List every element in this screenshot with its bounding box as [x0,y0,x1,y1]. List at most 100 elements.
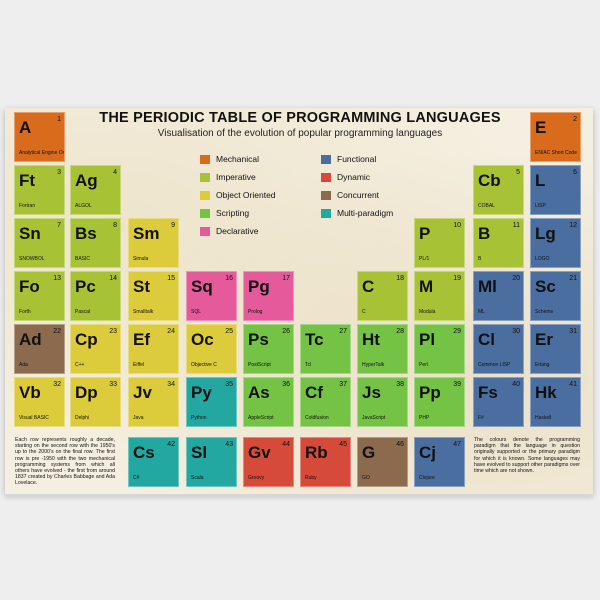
element-symbol: Vb [19,383,41,402]
element-number: 18 [396,275,404,282]
element-cell: 11 B B [473,218,524,268]
element-cell: 46 G GO [357,437,408,487]
element-cell: 26 Ps PostScript [243,324,294,374]
element-cell: 32 Vb Visual BASIC [14,377,65,427]
element-symbol: Lg [535,224,556,243]
element-name: Common LISP [478,362,511,368]
element-cell: 45 Rb Ruby [300,437,351,487]
element-name: ENIAC Short Code [535,150,577,156]
element-name: Haskell [535,415,552,421]
element-name: SQL [191,309,202,315]
element-cell: 20 Ml ML [473,271,524,321]
element-number: 11 [512,222,520,229]
element-cell: 38 Js JavaScript [357,377,408,427]
element-cell: 18 C C [357,271,408,321]
element-cell: 34 Jv Java [128,377,179,427]
element-number: 26 [282,328,290,335]
element-name: Ada [19,362,28,368]
element-cell: 3 Ft Fortran [14,165,65,215]
element-symbol: Ag [75,171,98,190]
element-cell: 30 Cl Common LISP [473,324,524,374]
element-number: 1 [57,116,61,123]
element-number: 40 [512,381,520,388]
element-name: C++ [75,362,85,368]
element-name: Python [191,415,207,421]
element-name: HyperTalk [362,362,385,368]
element-name: Modula [419,309,436,315]
element-symbol: E [535,118,547,137]
legend-label: Imperative [216,172,256,182]
element-name: PL/1 [419,256,430,262]
element-number: 47 [453,441,461,448]
element-cell: 44 Gv Groovy [243,437,294,487]
element-name: PHP [419,415,430,421]
element-name: Java [133,415,144,421]
row-explanation-note: Each row represents roughly a decade, st… [15,437,115,487]
element-cell: 35 Py Python [186,377,237,427]
element-name: ALGOL [75,203,92,209]
element-cell: 40 Fs F# [473,377,524,427]
element-cell: 25 Oc Objective C [186,324,237,374]
legend-swatch [200,173,210,182]
element-cell: 23 Cp C++ [70,324,121,374]
element-symbol: Er [535,330,553,349]
element-number: 5 [516,169,520,176]
element-symbol: Bs [75,224,97,243]
element-name: F# [478,415,484,421]
element-number: 41 [569,381,577,388]
element-number: 23 [109,328,117,335]
colour-explanation-note: The colours denote the programming parad… [474,437,580,475]
element-name: B [478,256,482,262]
element-number: 25 [225,328,233,335]
legend-swatch [321,155,331,164]
element-name: Delphi [75,415,90,421]
element-name: Eiffel [133,362,145,368]
element-number: 42 [167,441,175,448]
element-cell: 37 Cf Coldfusion [300,377,351,427]
element-symbol: Sn [19,224,41,243]
element-name: Perl [419,362,428,368]
element-cell: 14 Pc Pascal [70,271,121,321]
element-number: 33 [109,381,117,388]
element-cell: 4 Ag ALGOL [70,165,121,215]
element-name: Visual BASIC [19,415,49,421]
element-symbol: Py [191,383,212,402]
element-symbol: Hk [535,383,557,402]
element-symbol: Ef [133,330,150,349]
element-name: PostScript [248,362,271,368]
legend-label: Declarative [216,226,259,236]
element-number: 16 [225,275,233,282]
element-symbol: Sc [535,277,556,296]
element-number: 34 [167,381,175,388]
element-number: 14 [109,275,117,282]
element-cell: 31 Er Erlang [530,324,581,374]
element-cell: 33 Dp Delphi [70,377,121,427]
element-cell: 13 Fo Forth [14,271,65,321]
element-name: Fortran [19,203,36,209]
poster-subtitle: Visualisation of the evolution of popula… [157,128,443,139]
element-cell: 28 Ht HyperTalk [357,324,408,374]
element-name: Simula [133,256,149,262]
element-name: Erlang [535,362,550,368]
element-cell: 12 Lg LOGO [530,218,581,268]
element-symbol: Ps [248,330,269,349]
element-number: 7 [57,222,61,229]
element-cell: 19 M Modula [414,271,465,321]
element-number: 27 [339,328,347,335]
element-symbol: Sm [133,224,160,243]
element-number: 9 [171,222,175,229]
element-symbol: Ht [362,330,380,349]
element-symbol: Pg [248,277,270,296]
poster-shadow [5,494,593,500]
element-name: Prolog [248,309,263,315]
element-cell: 21 Sc Scheme [530,271,581,321]
element-symbol: Js [362,383,381,402]
element-number: 32 [53,381,61,388]
legend-label: Dynamic [337,172,371,182]
element-symbol: Oc [191,330,214,349]
element-symbol: Ft [19,171,36,190]
element-number: 21 [569,275,577,282]
element-symbol: Cf [305,383,323,402]
element-cell: 9 Sm Simula [128,218,179,268]
element-name: SNOWBOL [19,256,45,262]
